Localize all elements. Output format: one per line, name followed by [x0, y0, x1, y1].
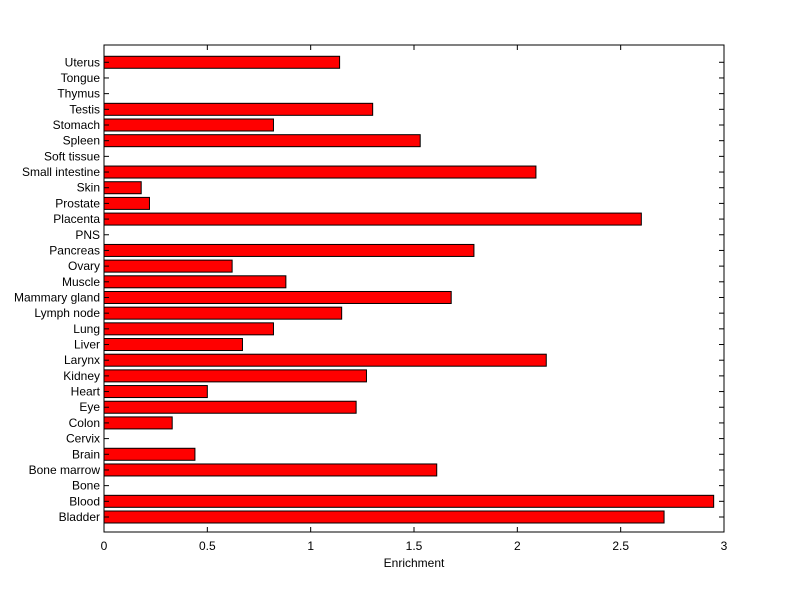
plot-area: [104, 45, 724, 532]
y-tick-label: Liver: [74, 338, 100, 352]
bar-liver: [103, 338, 243, 352]
y-tick-label: Bone marrow: [29, 463, 101, 477]
y-tick-label: Cervix: [66, 432, 100, 446]
y-tick-label: Larynx: [64, 353, 100, 367]
y-tick-label: Lymph node: [34, 306, 100, 320]
y-tick-label: Pancreas: [49, 243, 100, 257]
x-ticks-group: 0 0.5 1 1.5 2 2.5 3: [101, 45, 728, 553]
bar-spleen: [103, 134, 421, 148]
y-tick-label: Bone: [72, 479, 100, 493]
bar-heart: [103, 385, 208, 399]
y-tick-label: Spleen: [63, 134, 100, 148]
bar-eye: [103, 400, 357, 414]
bar-larynx: [103, 353, 547, 367]
y-tick-label: Testis: [69, 102, 100, 116]
x-tick-label: 2.5: [612, 539, 629, 553]
bar-lymph-node: [103, 306, 343, 320]
y-tick-label: Brain: [72, 447, 100, 461]
plot-frame: [103, 44, 725, 533]
x-axis-label: Enrichment: [383, 556, 445, 570]
bar-uterus: [103, 55, 341, 69]
y-tick-label: Uterus: [65, 55, 100, 69]
y-tick-label: Colon: [69, 416, 100, 430]
bar-skin: [103, 181, 142, 195]
y-tick-label: Muscle: [62, 275, 100, 289]
y-tick-label: Lung: [73, 322, 100, 336]
y-tick-label: Bladder: [59, 510, 100, 524]
y-tick-label: Small intestine: [22, 165, 100, 179]
bar-prostate: [103, 196, 150, 210]
bar-colon: [103, 416, 173, 430]
bar-blood: [103, 494, 715, 508]
bar-bone-marrow: [103, 463, 438, 477]
x-tick-label: 1.5: [406, 539, 423, 553]
bar-mammary-gland: [103, 290, 452, 304]
x-tick-label: 0.5: [199, 539, 216, 553]
y-tick-label: Tongue: [61, 71, 101, 85]
y-tick-label: Eye: [79, 400, 100, 414]
bar-kidney: [103, 369, 367, 383]
bar-placenta: [103, 212, 642, 226]
x-tick-label: 3: [721, 539, 728, 553]
y-tick-label: Skin: [77, 181, 100, 195]
y-tick-label: Prostate: [55, 196, 100, 210]
y-tick-label: Thymus: [57, 87, 100, 101]
bar-small-intestine: [103, 165, 537, 179]
x-tick-label: 2: [514, 539, 521, 553]
bar-lung: [103, 322, 274, 336]
bar-testis: [103, 102, 374, 116]
y-tick-label: Blood: [69, 494, 100, 508]
x-tick-label: 1: [307, 539, 314, 553]
y-tick-label: Mammary gland: [14, 290, 100, 304]
y-tick-label: Kidney: [63, 369, 100, 383]
bar-pancreas: [103, 243, 475, 257]
bar-ovary: [103, 259, 233, 273]
bar-stomach: [103, 118, 274, 132]
y-tick-label: Stomach: [53, 118, 100, 132]
y-tick-label: Ovary: [68, 259, 100, 273]
bar-bladder: [103, 510, 665, 524]
y-tick-label: PNS: [75, 228, 100, 242]
bar-muscle: [103, 275, 287, 289]
x-tick-label: 0: [101, 539, 108, 553]
y-tick-label: Placenta: [53, 212, 100, 226]
y-tick-label: Soft tissue: [44, 149, 100, 163]
y-tick-label: Heart: [71, 385, 101, 399]
bar-brain: [103, 447, 196, 461]
